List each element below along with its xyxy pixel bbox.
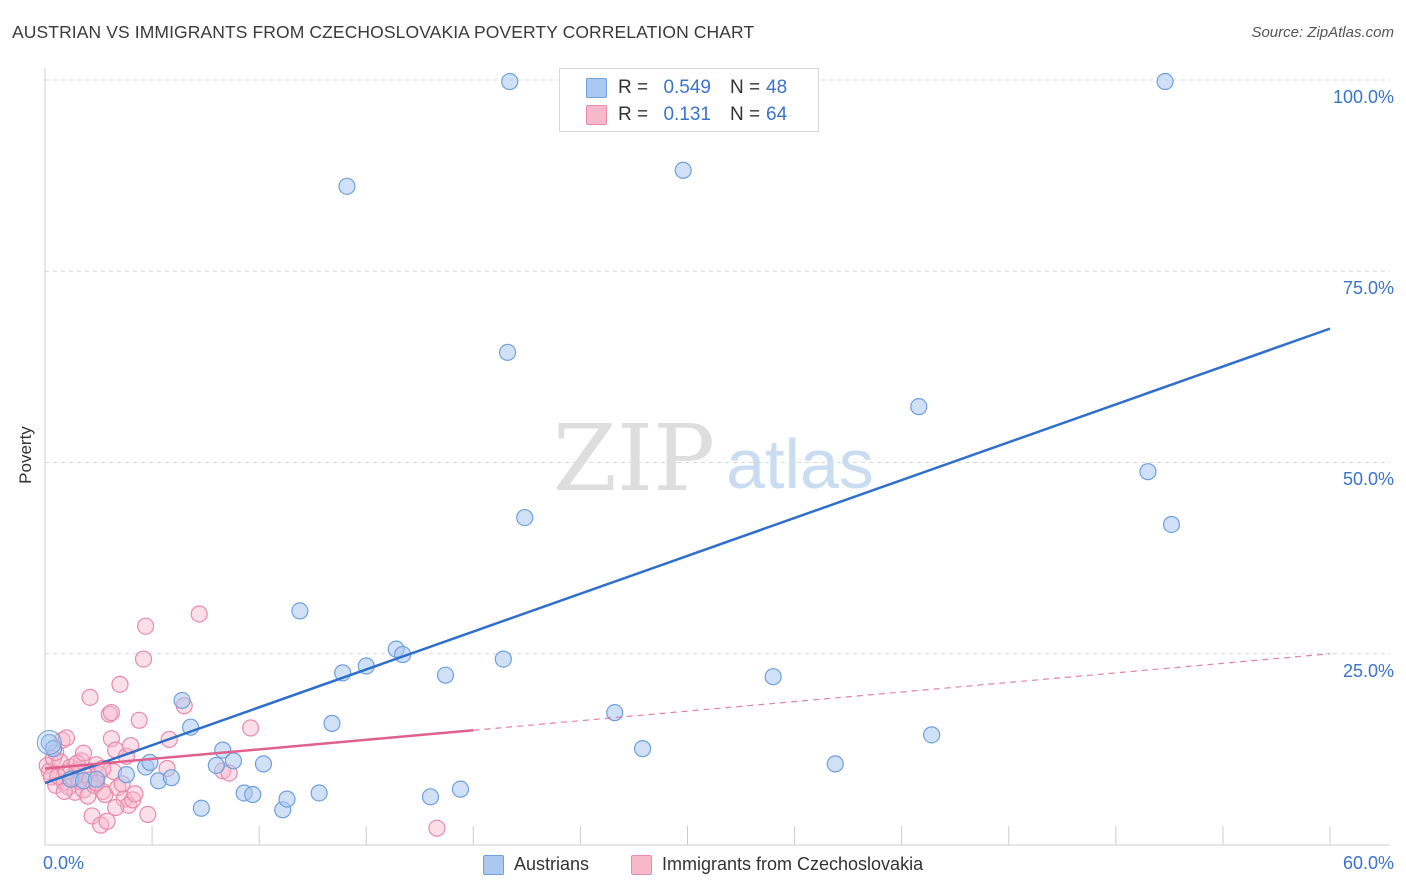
data-point-austrians (224, 752, 243, 770)
data-point-austrians (278, 790, 296, 808)
data-point-austrians (338, 177, 356, 195)
data-point-austrians (494, 650, 512, 668)
x-tick-max: 60.0% (1342, 853, 1394, 873)
legend-swatch-blue (483, 855, 504, 875)
data-point-austrians-cluster (36, 729, 62, 755)
data-point-immigrants (134, 650, 153, 668)
data-point-austrians (910, 398, 928, 416)
data-point-austrians (254, 755, 273, 773)
legend-r-value: 0.131 (663, 104, 711, 125)
legend-row-immigrants: R = 0.131 N = 64 (560, 101, 818, 127)
legend-label-austrians: Austrians (514, 854, 590, 874)
data-point-austrians (141, 753, 159, 771)
data-point-austrians (207, 756, 225, 775)
series-legend: Austrians Immigrants from Czechoslovakia (0, 850, 1406, 878)
data-point-immigrants (107, 798, 125, 817)
x-tick-min: 0.0% (43, 853, 85, 873)
legend-r-label: R = (618, 104, 649, 125)
legend-swatch-pink (631, 855, 652, 875)
data-point-austrians (291, 602, 309, 620)
data-point-immigrants (111, 675, 129, 693)
legend-n-value: 64 (766, 104, 788, 125)
y-tick-100: 100.0% (1332, 87, 1394, 107)
data-point-immigrants (126, 785, 144, 803)
y-tick-25: 25.0% (1342, 661, 1394, 681)
data-point-austrians (173, 691, 191, 710)
legend-r-value: 0.549 (663, 77, 711, 98)
data-point-austrians (310, 784, 328, 802)
data-point-immigrants (102, 704, 120, 722)
data-point-immigrants (74, 744, 93, 762)
data-point-austrians (87, 770, 106, 788)
data-point-austrians (1156, 72, 1174, 91)
data-point-austrians (764, 668, 782, 686)
data-point-austrians (499, 343, 517, 361)
legend-n-value: 48 (766, 77, 788, 98)
source-label: Source: ZipAtlas.com (1251, 24, 1394, 41)
legend-n-label: N = (730, 77, 761, 98)
data-point-immigrants (190, 605, 208, 623)
correlation-legend: R = 0.549 N = 48 R = 0.131 N = 64 (559, 68, 819, 132)
legend-swatch-pink (586, 105, 607, 125)
data-point-austrians (606, 704, 624, 722)
data-point-austrians (436, 666, 455, 684)
data-point-immigrants (98, 812, 116, 830)
data-point-immigrants (57, 729, 76, 747)
y-tick-75: 75.0% (1342, 278, 1394, 298)
legend-swatch-blue (586, 78, 607, 98)
data-point-austrians (1162, 515, 1181, 534)
watermark-atlas: atlas (726, 425, 874, 503)
data-point-austrians (421, 788, 440, 806)
trend-lines (44, 327, 1331, 785)
legend-label-immigrants: Immigrants from Czechoslovakia (662, 854, 924, 874)
data-point-immigrants (137, 617, 155, 635)
trend-line-immigrants (44, 729, 474, 770)
data-point-immigrants (242, 719, 260, 737)
data-point-immigrants (83, 807, 101, 825)
trend-line-austrians (44, 327, 1331, 785)
data-point-austrians (117, 766, 135, 784)
data-point-austrians (44, 740, 63, 758)
data-point-austrians (923, 726, 941, 744)
watermark-zip: ZIP (553, 405, 715, 512)
data-point-austrians (323, 714, 341, 732)
y-tick-50: 50.0% (1342, 469, 1394, 489)
data-point-austrians (501, 72, 519, 91)
data-point-immigrants (428, 819, 446, 837)
legend-r-label: R = (618, 77, 649, 98)
data-point-immigrants (130, 711, 148, 729)
data-point-immigrants (139, 805, 157, 824)
data-point-austrians (162, 769, 180, 787)
legend-n-label: N = (730, 104, 761, 125)
data-point-austrians (633, 740, 652, 758)
trend-line-immigrants-extension (473, 653, 1331, 731)
watermark: ZIP atlas (553, 405, 874, 512)
data-point-austrians (192, 799, 210, 817)
data-point-austrians (674, 161, 692, 179)
data-point-austrians (516, 508, 534, 527)
chart-title: AUSTRIAN VS IMMIGRANTS FROM CZECHOSLOVAK… (12, 22, 755, 42)
data-point-austrians (244, 785, 262, 804)
legend-row-austrians: R = 0.549 N = 48 (560, 74, 818, 100)
data-point-austrians (826, 755, 844, 773)
series-immigrants-points (38, 605, 446, 837)
data-point-austrians (451, 780, 470, 798)
data-point-immigrants (81, 688, 99, 706)
data-point-austrians (1139, 463, 1157, 481)
